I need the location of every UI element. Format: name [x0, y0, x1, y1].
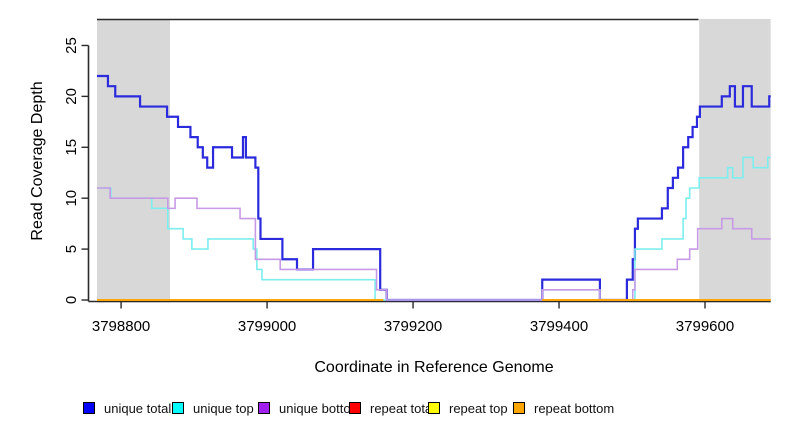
y-tick-label: 5 [63, 245, 80, 253]
legend-swatch-unique-total [83, 402, 95, 414]
series-unique-total [97, 74, 771, 302]
x-tick-label: 3799200 [384, 318, 442, 335]
y-axis-title: Read Coverage Depth [29, 81, 46, 241]
shaded-region [97, 19, 170, 303]
legend-label-repeat-top: repeat top [449, 400, 508, 416]
x-tick-label: 3799400 [530, 318, 588, 335]
y-tick-label: 25 [63, 37, 80, 54]
legend-item-repeat-top: repeat top [428, 400, 508, 416]
legend-item-repeat-bottom: repeat bottom [513, 400, 615, 416]
legend-item-unique-top: unique top [172, 400, 254, 416]
y-tick-label: 20 [63, 88, 80, 105]
x-axis-title: Coordinate in Reference Genome [314, 359, 554, 376]
legend-item-unique-bottom: unique bottom [258, 400, 362, 416]
legend-item-repeat-total: repeat total [349, 400, 436, 416]
legend-label-unique-top: unique top [193, 400, 254, 416]
series-unique-top [97, 156, 771, 301]
legend-swatch-unique-bottom [258, 402, 270, 414]
legend-item-unique-total: unique total [83, 400, 172, 416]
legend-swatch-repeat-top [428, 402, 440, 414]
y-tick-label: 10 [63, 190, 80, 207]
chart-layer: 3798800 3799000 3799200 3799400 3799600 0 5 10 1… [63, 18, 771, 335]
legend-swatch-repeat-total [349, 402, 361, 414]
series-unique-bottom [97, 187, 771, 301]
legend-label-repeat-total: repeat total [370, 400, 436, 416]
y-tick-label: 0 [63, 296, 80, 304]
legend-label-unique-total: unique total [104, 400, 172, 416]
legend-label-repeat-bottom: repeat bottom [534, 400, 615, 416]
x-tick-label: 3798800 [92, 318, 150, 335]
legend-swatch-repeat-bottom [513, 402, 525, 414]
legend-swatch-unique-top [172, 402, 184, 414]
shaded-region [699, 19, 771, 303]
legend-label-unique-bottom: unique bottom [279, 400, 362, 416]
x-tick-label: 3799600 [676, 318, 734, 335]
y-tick-label: 15 [63, 139, 80, 156]
x-tick-label: 3799000 [238, 318, 296, 335]
